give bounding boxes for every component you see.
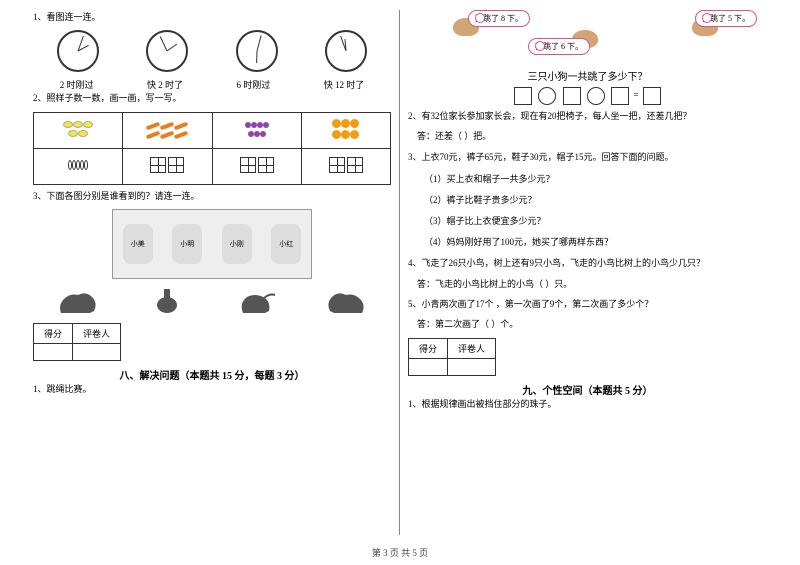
- eq-equals: =: [633, 90, 640, 100]
- dino-4: [324, 285, 368, 317]
- r-q5-ans: 答：第二次画了（ ）个。: [408, 317, 767, 331]
- cell-box-3: [301, 148, 390, 184]
- r-q3-2: （2）裤子比鞋子贵多少元？: [424, 193, 767, 206]
- score-c1: 得分: [34, 324, 73, 344]
- q2-title: 2、照样子数一数，画一画，写一写。: [33, 91, 391, 105]
- cell-carrots: [123, 112, 212, 148]
- clock-label-1: 2 时刚过: [60, 78, 94, 91]
- score9-c2: 评卷人: [448, 338, 496, 358]
- cell-lemons: [34, 112, 123, 148]
- clock-label-2: 快 2 时了: [147, 78, 183, 91]
- score-table-8: 得分评卷人: [33, 323, 121, 361]
- clock-label-4: 快 12 时了: [324, 78, 365, 91]
- cell-oranges: [301, 112, 390, 148]
- clock-labels: 2 时刚过 快 2 时了 6 时刚过 快 12 时了: [33, 78, 391, 91]
- r-q4-ans: 答：飞走的小鸟比树上的小鸟（ ）只。: [408, 277, 767, 291]
- eq-box-4[interactable]: [643, 87, 661, 105]
- r-q3: 3、上衣70元，裤子65元，鞋子30元，帽子15元。回答下面的问题。: [408, 150, 767, 164]
- fruit-table: [33, 112, 391, 185]
- r-q3-1: （1）买上衣和帽子一共多少元？: [424, 172, 767, 185]
- q9-1: 1、根据规律画出被挡住部分的珠子。: [408, 397, 767, 411]
- clock-1: [57, 30, 99, 72]
- r-q5: 5、小青两次画了17个 ，第一次画了9个，第二次画了多少个？: [408, 297, 767, 311]
- r-q2-ans: 答：还差（ ）把。: [408, 129, 767, 143]
- kid-1: 小美: [123, 224, 153, 264]
- r-q3-4: （4）妈妈刚好用了100元，她买了哪两样东西？: [424, 235, 767, 248]
- dino-2: [145, 285, 189, 317]
- section-8-header: 八、解决问题（本题共 15 分，每题 3 分）: [33, 367, 391, 382]
- cell-grapes: [212, 112, 301, 148]
- kid-4: 小红: [271, 224, 301, 264]
- score-blank-2[interactable]: [73, 344, 121, 361]
- score9-blank-2[interactable]: [448, 358, 496, 375]
- clock-label-3: 6 时刚过: [236, 78, 270, 91]
- eq-box-1[interactable]: [514, 87, 532, 105]
- kids-image: 小美 小明 小刚 小红: [112, 209, 312, 279]
- clock-4: [325, 30, 367, 72]
- score-blank-1[interactable]: [34, 344, 73, 361]
- clocks-row: [33, 30, 391, 72]
- score-table-9: 得分评卷人: [408, 338, 496, 376]
- equation-boxes: =: [408, 87, 767, 105]
- cell-box-1: [123, 148, 212, 184]
- cell-seeds: [34, 148, 123, 184]
- bubble-1: 我跳了 8 下。: [468, 10, 530, 27]
- eq-op-2[interactable]: [587, 87, 605, 105]
- q3-title: 3、下面各图分别是谁看到的？请连一连。: [33, 189, 391, 203]
- dogs-question: 三只小狗一共跳了多少下？: [408, 68, 767, 83]
- clock-3: [236, 30, 278, 72]
- kid-2: 小明: [172, 224, 202, 264]
- dino-3: [235, 285, 279, 317]
- r-q3-3: （3）帽子比上衣便宜多少元？: [424, 214, 767, 227]
- kid-3: 小刚: [222, 224, 252, 264]
- section-9-header: 九、个性空间（本题共 5 分）: [408, 382, 767, 397]
- dogs-row: 我跳了 8 下。 我跳了 6 下。 我跳了 5 下。: [408, 10, 767, 64]
- r-q2: 2、有32位家长参加家长会，现在有20把椅子，每人坐一把，还差几把？: [408, 109, 767, 123]
- cell-box-2: [212, 148, 301, 184]
- score-c2: 评卷人: [73, 324, 121, 344]
- bubble-2: 我跳了 6 下。: [528, 38, 590, 55]
- eq-box-2[interactable]: [563, 87, 581, 105]
- score9-c1: 得分: [409, 338, 448, 358]
- dino-1: [56, 285, 100, 317]
- clock-2: [146, 30, 188, 72]
- eq-op-1[interactable]: [538, 87, 556, 105]
- dino-row: [33, 285, 391, 317]
- q1-title: 1、看图连一连。: [33, 10, 391, 24]
- score9-blank-1[interactable]: [409, 358, 448, 375]
- r-q4: 4、飞走了26只小鸟，树上还有9只小鸟，飞走的小鸟比树上的小鸟少几只？: [408, 256, 767, 270]
- eq-box-3[interactable]: [611, 87, 629, 105]
- page-footer: 第 3 页 共 5 页: [0, 546, 800, 559]
- bubble-3: 我跳了 5 下。: [695, 10, 757, 27]
- q8-1: 1、跳绳比赛。: [33, 382, 391, 396]
